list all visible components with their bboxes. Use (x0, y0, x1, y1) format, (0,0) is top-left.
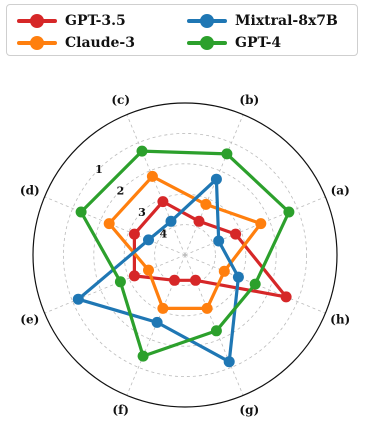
series-line-3 (79, 149, 291, 358)
data-point-s1-0 (255, 218, 267, 230)
legend: GPT-3.5 Claude-3 Mixtral-8x7B GPT-4 (6, 4, 358, 56)
data-point-s0-6 (190, 274, 201, 286)
data-point-s3-7 (249, 278, 261, 290)
radar-outer-circle (32, 102, 338, 408)
legend-item-mixtral: Mixtral-8x7B (187, 11, 338, 31)
data-point-s1-1 (200, 198, 212, 210)
legend-label-gpt35: GPT-3.5 (65, 13, 126, 29)
grid-spoke (184, 114, 244, 256)
axis-label-h: (h) (330, 312, 350, 326)
grid-circle (123, 193, 247, 317)
legend-marker-claude3 (17, 33, 57, 53)
grid-spoke (184, 196, 326, 256)
radial-tick-label-3: 3 (138, 206, 146, 219)
radial-tick-label-4: 4 (160, 228, 168, 241)
data-point-s3-5 (137, 350, 149, 362)
data-point-s2-5 (151, 316, 163, 328)
axis-label-a: (a) (331, 184, 350, 198)
legend-label-claude3: Claude-3 (65, 35, 135, 51)
radial-tick-label-2: 2 (117, 185, 125, 198)
axis-label-b: (b) (239, 93, 259, 107)
data-point-s1-4 (143, 264, 154, 276)
axis-label-e: (e) (20, 312, 39, 326)
legend-item-gpt4: GPT-4 (187, 33, 281, 53)
series-line-0 (132, 200, 288, 299)
grid-circle (93, 163, 277, 347)
data-point-s1-3 (103, 218, 115, 230)
axis-label-g: (g) (239, 403, 259, 417)
data-point-s0-4 (128, 270, 140, 282)
grid-spoke (44, 196, 186, 256)
legend-item-claude3: Claude-3 (17, 33, 135, 53)
radial-tick-label-1: 1 (95, 163, 103, 176)
legend-marker-gpt35 (17, 11, 57, 31)
data-point-s0-3 (128, 228, 140, 240)
radar-labels: 1 23 4 (a) (b) (c) (d) (e) (f) (g) (h) (20, 93, 350, 417)
radar-grid (32, 102, 338, 408)
axis-label-c: (c) (111, 93, 130, 107)
grid-spoke (184, 254, 326, 314)
axis-label-d: (d) (20, 184, 40, 198)
data-point-s1-5 (157, 302, 169, 314)
data-point-s2-4 (72, 293, 84, 305)
legend-marker-mixtral (187, 11, 227, 31)
data-point-s2-7 (232, 271, 244, 283)
data-point-s1-6 (201, 302, 213, 314)
data-point-s3-2 (136, 145, 148, 157)
data-point-s1-7 (218, 265, 230, 277)
grid-circle (63, 132, 307, 377)
data-point-s0-2 (157, 196, 169, 208)
data-point-s3-3 (75, 206, 87, 218)
axis-label-f: (f) (112, 403, 129, 417)
grid-spoke (44, 254, 186, 314)
data-point-s2-3 (143, 234, 154, 246)
data-point-s3-1 (221, 148, 233, 160)
legend-label-mixtral: Mixtral-8x7B (235, 13, 338, 29)
data-point-s1-2 (146, 170, 158, 182)
data-point-s2-0 (213, 235, 225, 247)
data-point-s3-4 (114, 276, 126, 288)
data-point-s0-7 (280, 291, 292, 303)
data-point-s0-5 (169, 274, 180, 286)
data-point-s3-0 (283, 206, 295, 218)
data-point-s0-0 (230, 228, 242, 240)
legend-item-gpt35: GPT-3.5 (17, 11, 126, 31)
data-point-s0-1 (193, 215, 205, 227)
grid-circle (154, 224, 216, 286)
legend-marker-gpt4 (187, 33, 227, 53)
radar-series (72, 145, 295, 368)
data-point-s2-2 (165, 215, 177, 227)
grid-spoke (126, 114, 186, 256)
data-point-s3-6 (210, 325, 222, 337)
data-point-s2-1 (210, 173, 222, 185)
legend-label-gpt4: GPT-4 (235, 35, 282, 51)
data-point-s2-6 (223, 356, 235, 368)
